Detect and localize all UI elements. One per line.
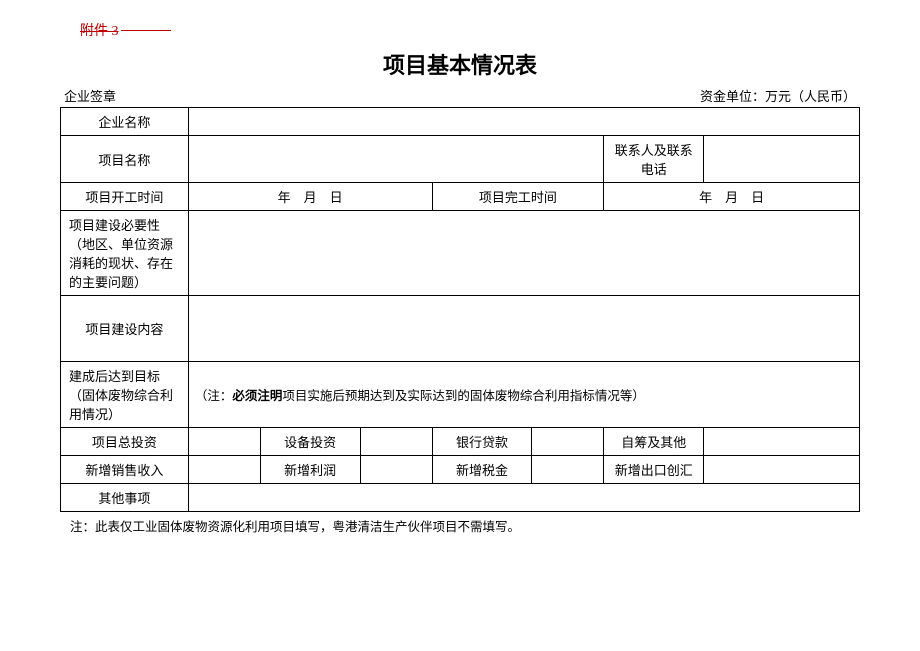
label-contact: 联系人及联系电话 [604, 136, 704, 183]
value-content [188, 296, 859, 362]
label-bank-loan: 银行贷款 [432, 428, 532, 456]
label-total-invest: 项目总投资 [61, 428, 189, 456]
note-prefix: （注： [195, 389, 233, 403]
label-self-fund: 自筹及其他 [604, 428, 704, 456]
value-other [188, 484, 859, 512]
value-sales-income [188, 456, 260, 484]
value-start-date: 年 月 日 [188, 183, 432, 211]
row-other: 其他事项 [61, 484, 860, 512]
row-company-name: 企业名称 [61, 108, 860, 136]
label-other: 其他事项 [61, 484, 189, 512]
label-project-name: 项目名称 [61, 136, 189, 183]
value-target-note: （注：必须注明项目实施后预期达到及实际达到的固体废物综合利用指标情况等） [188, 362, 859, 428]
row-dates: 项目开工时间 年 月 日 项目完工时间 年 月 日 [61, 183, 860, 211]
header-left: 企业签章 [64, 86, 116, 105]
attachment-label: 附件 3 [80, 20, 119, 40]
row-content: 项目建设内容 [61, 296, 860, 362]
note-bold: 必须注明 [232, 389, 282, 403]
strikethrough-line [121, 30, 171, 31]
label-equip-invest: 设备投资 [260, 428, 360, 456]
label-company-name: 企业名称 [61, 108, 189, 136]
value-export [704, 456, 860, 484]
value-equip-invest [360, 428, 432, 456]
label-tax: 新增税金 [432, 456, 532, 484]
row-necessity: 项目建设必要性（地区、单位资源消耗的现状、存在的主要问题） [61, 211, 860, 296]
value-contact [704, 136, 860, 183]
header-right: 资金单位：万元（人民币） [700, 86, 856, 105]
value-company-name [188, 108, 859, 136]
value-profit [360, 456, 432, 484]
row-income: 新增销售收入 新增利润 新增税金 新增出口创汇 [61, 456, 860, 484]
value-project-name [188, 136, 603, 183]
footnote: 注：此表仅工业固体废物资源化利用项目填写，粤港清洁生产伙伴项目不需填写。 [60, 516, 860, 535]
label-target: 建成后达到目标（固体废物综合利用情况） [61, 362, 189, 428]
value-tax [532, 456, 604, 484]
value-self-fund [704, 428, 860, 456]
note-rest: 项目实施后预期达到及实际达到的固体废物综合利用指标情况等） [282, 389, 645, 403]
form-table: 企业名称 项目名称 联系人及联系电话 项目开工时间 年 月 日 项目完工时间 年… [60, 107, 860, 512]
attachment-header: 附件 3 [80, 20, 860, 40]
label-sales-income: 新增销售收入 [61, 456, 189, 484]
value-total-invest [188, 428, 260, 456]
row-investment: 项目总投资 设备投资 银行贷款 自筹及其他 [61, 428, 860, 456]
value-finish-date: 年 月 日 [604, 183, 860, 211]
header-row: 企业签章 资金单位：万元（人民币） [60, 86, 860, 105]
label-necessity: 项目建设必要性（地区、单位资源消耗的现状、存在的主要问题） [61, 211, 189, 296]
label-export: 新增出口创汇 [604, 456, 704, 484]
label-start-time: 项目开工时间 [61, 183, 189, 211]
label-finish-time: 项目完工时间 [432, 183, 604, 211]
label-profit: 新增利润 [260, 456, 360, 484]
label-content: 项目建设内容 [61, 296, 189, 362]
row-project-name: 项目名称 联系人及联系电话 [61, 136, 860, 183]
value-necessity [188, 211, 859, 296]
value-bank-loan [532, 428, 604, 456]
row-target: 建成后达到目标（固体废物综合利用情况） （注：必须注明项目实施后预期达到及实际达… [61, 362, 860, 428]
page-title: 项目基本情况表 [60, 48, 860, 80]
